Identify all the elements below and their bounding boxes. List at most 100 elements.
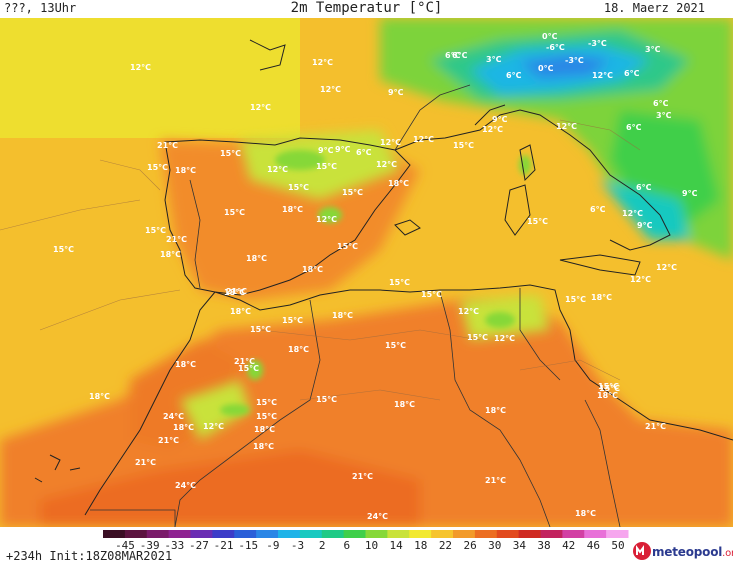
temperature-label: 6°C <box>653 99 669 108</box>
colorbar-tick-label: 50 <box>611 539 625 552</box>
colorbar-tick-label: -45 <box>115 539 135 552</box>
colorbar-tick-label: 10 <box>364 539 379 552</box>
temperature-label: 15°C <box>220 149 241 158</box>
colorbar-swatch <box>496 530 520 538</box>
temperature-label: 24°C <box>163 412 184 421</box>
temperature-label: 9°C <box>492 115 508 124</box>
colorbar-tick-label: -15 <box>238 539 259 552</box>
temperature-label: 6°C <box>590 205 606 214</box>
forecast-hour-label: ???, 13Uhr <box>4 1 77 15</box>
temperature-label: 12°C <box>380 138 401 147</box>
temperature-label: 12°C <box>312 58 333 67</box>
temperature-label: 18°C <box>282 205 303 214</box>
temperature-label: 6°C <box>445 51 461 60</box>
temperature-label: 12°C <box>458 307 479 316</box>
temperature-label: 18°C <box>302 265 323 274</box>
colorbar-swatch <box>518 530 542 538</box>
colorbar-tick-label: -39 <box>139 539 160 552</box>
colorbar-swatch <box>431 530 454 538</box>
temperature-label: 3°C <box>486 55 502 64</box>
temperature-label: 15°C <box>282 316 303 325</box>
temperature-label: 18°C <box>485 406 506 415</box>
temperature-label: 18°C <box>253 442 274 451</box>
temperature-label: 15°C <box>256 398 277 407</box>
colorbar-swatch <box>409 530 432 538</box>
logo-main-text: meteopool <box>652 545 723 559</box>
temperature-label: 18°C <box>89 392 110 401</box>
colorbar-tick-label: -21 <box>213 539 234 552</box>
temperature-label: 12°C <box>130 63 151 72</box>
colorbar-swatch <box>299 530 323 538</box>
colorbar-swatch <box>168 530 192 538</box>
colorbar-swatch <box>365 530 388 538</box>
temperature-label: 15°C <box>527 217 548 226</box>
temperature-label: 21°C <box>352 472 373 481</box>
borders <box>90 84 621 527</box>
temperature-label: 0°C <box>538 64 554 73</box>
temperature-label: 6°C <box>452 51 468 60</box>
temperature-label: 6°C <box>626 123 642 132</box>
temperature-label: 3°C <box>645 45 661 54</box>
meteopool-logo-text[interactable]: meteopool.org <box>652 545 733 559</box>
temperature-label: 15°C <box>224 208 245 217</box>
colorbar-tick-label: -3 <box>290 539 305 552</box>
temperature-label: 15°C <box>421 290 442 299</box>
temperature-label: 21°C <box>485 476 506 485</box>
temperature-label: 18°C <box>575 509 596 518</box>
temperature-label: 15°C <box>598 382 619 391</box>
temperature-label: 18°C <box>597 391 618 400</box>
temperature-label: 21°C <box>234 357 255 366</box>
colorbar-tick-label: 6 <box>343 539 351 552</box>
temperature-label: 18°C <box>173 423 194 432</box>
temperature-label: 15°C <box>389 278 410 287</box>
temperature-label: 6°C <box>506 71 522 80</box>
temperature-label: 12°C <box>320 85 341 94</box>
colorbar-swatch <box>606 530 629 538</box>
temperature-label: 15°C <box>385 341 406 350</box>
colorbar-tick-label: 46 <box>586 539 600 552</box>
logo-suffix-text: .org <box>722 548 733 559</box>
temperature-label: 18°C <box>254 425 275 434</box>
temperature-label: 18°C <box>175 166 196 175</box>
colorbar-swatch <box>343 530 367 538</box>
run-info-label: +234h Init:18Z08MAR2021 <box>6 549 173 563</box>
colorbar-swatch <box>387 530 410 538</box>
temperature-label: 24°C <box>175 481 196 490</box>
colorbar-swatch <box>321 530 345 538</box>
temperature-label: 18°C <box>175 360 196 369</box>
colorbar-tick-label: 34 <box>512 539 527 552</box>
temperature-label: 6°C <box>624 69 640 78</box>
temperature-label: 15°C <box>288 183 309 192</box>
colorbar-tick-label: -27 <box>189 539 209 552</box>
temperature-label: 24°C <box>367 512 388 521</box>
temperature-label: 18°C <box>246 254 267 263</box>
temperature-label: 21°C <box>645 422 666 431</box>
temperature-label: 15°C <box>238 364 259 373</box>
isotherms <box>0 119 641 401</box>
temperature-label: 15°C <box>316 395 337 404</box>
temperature-label: 12°C <box>622 209 643 218</box>
colorbar-tick-label: 18 <box>414 539 428 552</box>
temperature-label: 18°C <box>160 250 181 259</box>
temperature-label: 21°C <box>157 141 178 150</box>
temperature-label: 0°C <box>542 32 558 41</box>
temperature-label: 9°C <box>637 221 653 230</box>
colorbar-tick-label: 2 <box>318 539 326 552</box>
temperature-label: 12°C <box>250 103 271 112</box>
mountain-spots <box>220 150 531 416</box>
temperature-label: 12°C <box>267 165 288 174</box>
temperature-label: 15°C <box>53 245 74 254</box>
temperature-label: 12°C <box>413 135 434 144</box>
chart-title: 2m Temperatur [°C] <box>290 0 443 16</box>
colorbar-tick-label: 26 <box>463 539 477 552</box>
temperature-label: 3°C <box>656 111 672 120</box>
colorbar-swatch <box>124 530 148 538</box>
temperature-label: 12°C <box>592 71 613 80</box>
temperature-label: 15°C <box>565 295 586 304</box>
temperature-label: -6°C <box>546 43 565 52</box>
temperature-label: 21°C <box>158 436 179 445</box>
temperature-label: 12°C <box>556 122 577 131</box>
temperature-label: 12°C <box>203 422 224 431</box>
temperature-label: 21°C <box>166 235 187 244</box>
temperature-label: 15°C <box>342 188 363 197</box>
